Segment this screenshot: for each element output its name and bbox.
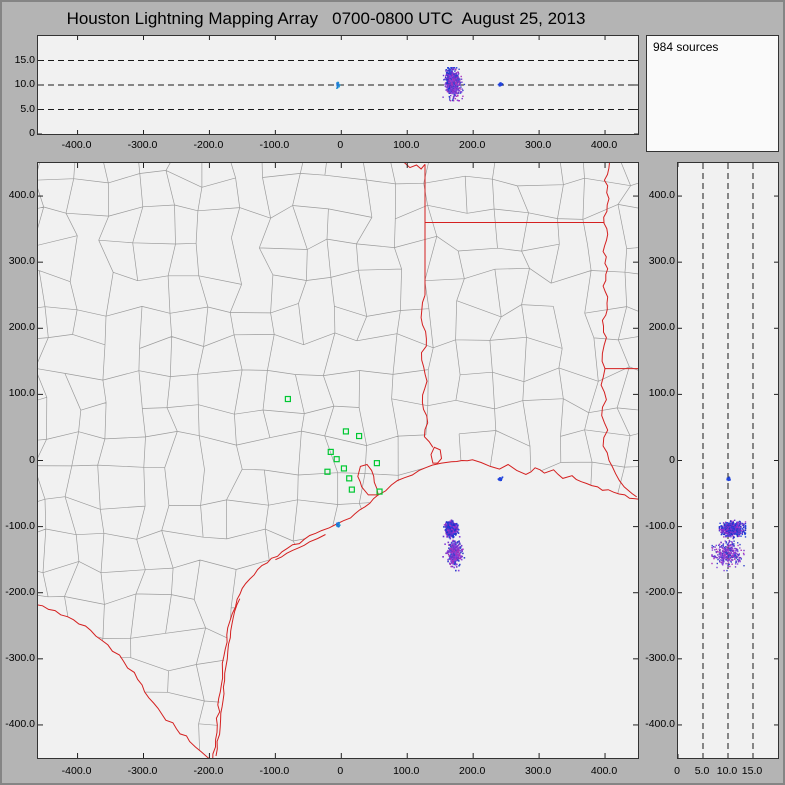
map-ytick-label: -400.0 <box>5 717 35 730</box>
map-xtick-label: 300.0 <box>524 765 552 777</box>
state-borders-and-coastline <box>38 163 638 758</box>
ew-ytick-label: 0 <box>29 127 35 139</box>
map-xtick-label: 200.0 <box>459 765 486 777</box>
ns-xtick-label: 0 <box>674 765 680 777</box>
map-ytick-label: -300.0 <box>5 651 35 664</box>
lightning-sources-ew <box>336 67 504 102</box>
plan-view-map-plot <box>38 163 638 758</box>
ew-xtick-label: 200.0 <box>459 139 486 151</box>
ew-xtick-label: -300.0 <box>127 139 158 151</box>
ns-xtick-label: 15.0 <box>741 765 763 777</box>
lightning-sources-map <box>336 476 504 572</box>
map-ytick-label: 100.0 <box>8 387 35 400</box>
ns-xtick-label: 10.0 <box>716 765 738 777</box>
map-ytick-label: -200.0 <box>5 585 35 598</box>
map-ytick-label: -100.0 <box>5 519 35 532</box>
ns-altitude-panel <box>677 162 779 759</box>
plot-title: Houston Lightning Mapping Array 0700-080… <box>66 9 586 28</box>
map-xtick-label: 100.0 <box>393 765 420 777</box>
map-ytick-label: 200.0 <box>8 321 35 334</box>
lma-station-markers <box>284 395 383 495</box>
map-xtick-label: -400.0 <box>61 765 92 777</box>
map-xtick-label: 0 <box>337 765 344 777</box>
ns-ytick-label: -400.0 <box>645 717 675 730</box>
lightning-sources-ns <box>711 476 747 572</box>
ew-altitude-plot <box>38 36 638 134</box>
ew-xtick-label: 100.0 <box>393 139 420 151</box>
map-xtick-label: -100.0 <box>259 765 290 777</box>
ns-ytick-label: 400.0 <box>648 189 675 202</box>
map-ytick-label: 400.0 <box>8 189 35 202</box>
ew-xtick-label: -200.0 <box>193 139 224 151</box>
sources-count-label: 984 sources <box>653 40 719 54</box>
ew-ytick-label: 5.0 <box>20 102 35 115</box>
ns-ytick-label: 0 <box>669 453 675 466</box>
plan-view-map-panel <box>37 162 639 759</box>
map-xtick-label: 400.0 <box>590 765 618 777</box>
ns-ytick-label: -300.0 <box>645 651 675 664</box>
map-ytick-label: 0 <box>29 453 35 466</box>
sources-count-box: 984 sources <box>646 35 779 152</box>
ew-altitude-panel <box>37 35 639 135</box>
ew-xtick-label: 300.0 <box>524 139 552 151</box>
map-xtick-label: -300.0 <box>127 765 158 777</box>
ns-ytick-label: 200.0 <box>648 321 675 334</box>
ew-xtick-label: -400.0 <box>61 139 92 151</box>
ns-ytick-label: 300.0 <box>648 255 675 268</box>
map-ytick-label: 300.0 <box>8 255 35 268</box>
ns-ytick-label: -100.0 <box>645 519 675 532</box>
ew-ytick-label: 10.0 <box>14 78 35 90</box>
ns-altitude-plot <box>678 163 778 758</box>
ns-xtick-label: 5.0 <box>694 765 710 777</box>
ew-ytick-label: 15.0 <box>14 53 35 66</box>
ew-xtick-label: 400.0 <box>590 139 618 151</box>
ew-xtick-label: 0 <box>337 139 344 151</box>
ns-ytick-label: -200.0 <box>645 585 675 598</box>
ew-xtick-label: -100.0 <box>259 139 290 151</box>
map-xtick-label: -200.0 <box>193 765 224 777</box>
ns-ytick-label: 100.0 <box>648 387 675 400</box>
